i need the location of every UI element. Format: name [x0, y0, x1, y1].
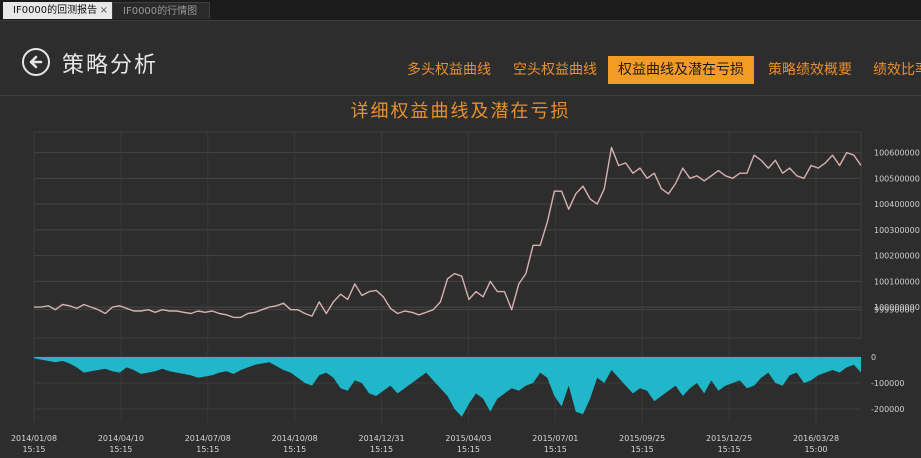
x-tick-label-date: 2015/09/25 — [619, 434, 665, 443]
x-tick-label-time: 15:00 — [804, 445, 827, 454]
header: 策略分析 多头权益曲线 空头权益曲线 权益曲线及潜在亏损 策略绩效概要 绩效比率 — [0, 21, 921, 91]
x-tick-label-time: 15:15 — [109, 445, 132, 454]
tab-market-chart[interactable]: IF0000的行情图 — [112, 2, 210, 19]
nav-short-equity[interactable]: 空头权益曲线 — [513, 62, 597, 78]
x-tick-label-date: 2014/04/10 — [98, 434, 144, 443]
tab-label: IF0000的回测报告 — [13, 5, 98, 16]
tab-label: IF0000的行情图 — [123, 6, 198, 17]
back-arrow-icon[interactable] — [22, 48, 50, 76]
x-tick-label-time: 15:15 — [457, 445, 480, 454]
equity-y-tick-label: 100400000 — [874, 200, 920, 209]
tab-backtest-report[interactable]: IF0000的回测报告 × — [3, 2, 113, 19]
x-tick-label-date: 2014/07/08 — [185, 434, 231, 443]
x-tick-label-date: 2014/01/08 — [11, 434, 57, 443]
x-tick-label-date: 2016/03/28 — [793, 434, 839, 443]
equity-y-tick-label: 100000000 — [874, 303, 920, 312]
equity-line — [34, 146, 862, 319]
drawdown-area — [34, 357, 861, 417]
nav-performance-ratio[interactable]: 绩效比率 — [873, 62, 921, 78]
equity-y-tick-label: 100600000 — [874, 149, 920, 158]
x-tick-label-time: 15:15 — [718, 445, 741, 454]
equity-y-tick-label: 99990000 — [874, 306, 915, 315]
equity-y-tick-label: 100200000 — [874, 252, 920, 261]
drawdown-y-tick-label: -200000 — [871, 405, 904, 414]
equity-y-tick-label: 100300000 — [874, 226, 920, 235]
x-tick-label-date: 2015/12/25 — [706, 434, 752, 443]
x-tick-label-time: 15:15 — [370, 445, 393, 454]
drawdown-y-tick-label: -100000 — [871, 379, 904, 388]
close-icon[interactable]: × — [99, 5, 108, 16]
x-tick-label-date: 2014/12/31 — [359, 434, 405, 443]
x-tick-label-time: 15:15 — [283, 445, 306, 454]
x-tick-label-date: 2015/07/01 — [532, 434, 578, 443]
chart-title: 详细权益曲线及潜在亏损 — [350, 101, 571, 122]
nav-performance-summary[interactable]: 策略绩效概要 — [768, 62, 852, 78]
x-tick-label-time: 15:15 — [631, 445, 654, 454]
x-tick-label-date: 2014/10/08 — [272, 434, 318, 443]
tab-bar: IF0000的回测报告 × IF0000的行情图 — [0, 0, 921, 21]
x-tick-label-date: 2015/04/03 — [445, 434, 491, 443]
nav-equity-drawdown[interactable]: 权益曲线及潜在亏损 — [608, 56, 754, 84]
drawdown-y-tick-label: 0 — [871, 353, 876, 362]
equity-y-tick-label: 100100000 — [874, 277, 920, 286]
page-title: 策略分析 — [62, 53, 159, 78]
header-divider — [0, 95, 921, 96]
x-tick-label-time: 15:15 — [22, 445, 45, 454]
x-tick-label-time: 15:15 — [196, 445, 219, 454]
nav-long-equity[interactable]: 多头权益曲线 — [407, 62, 491, 78]
x-tick-label-time: 15:15 — [544, 445, 567, 454]
equity-y-tick-label: 100500000 — [874, 174, 920, 183]
